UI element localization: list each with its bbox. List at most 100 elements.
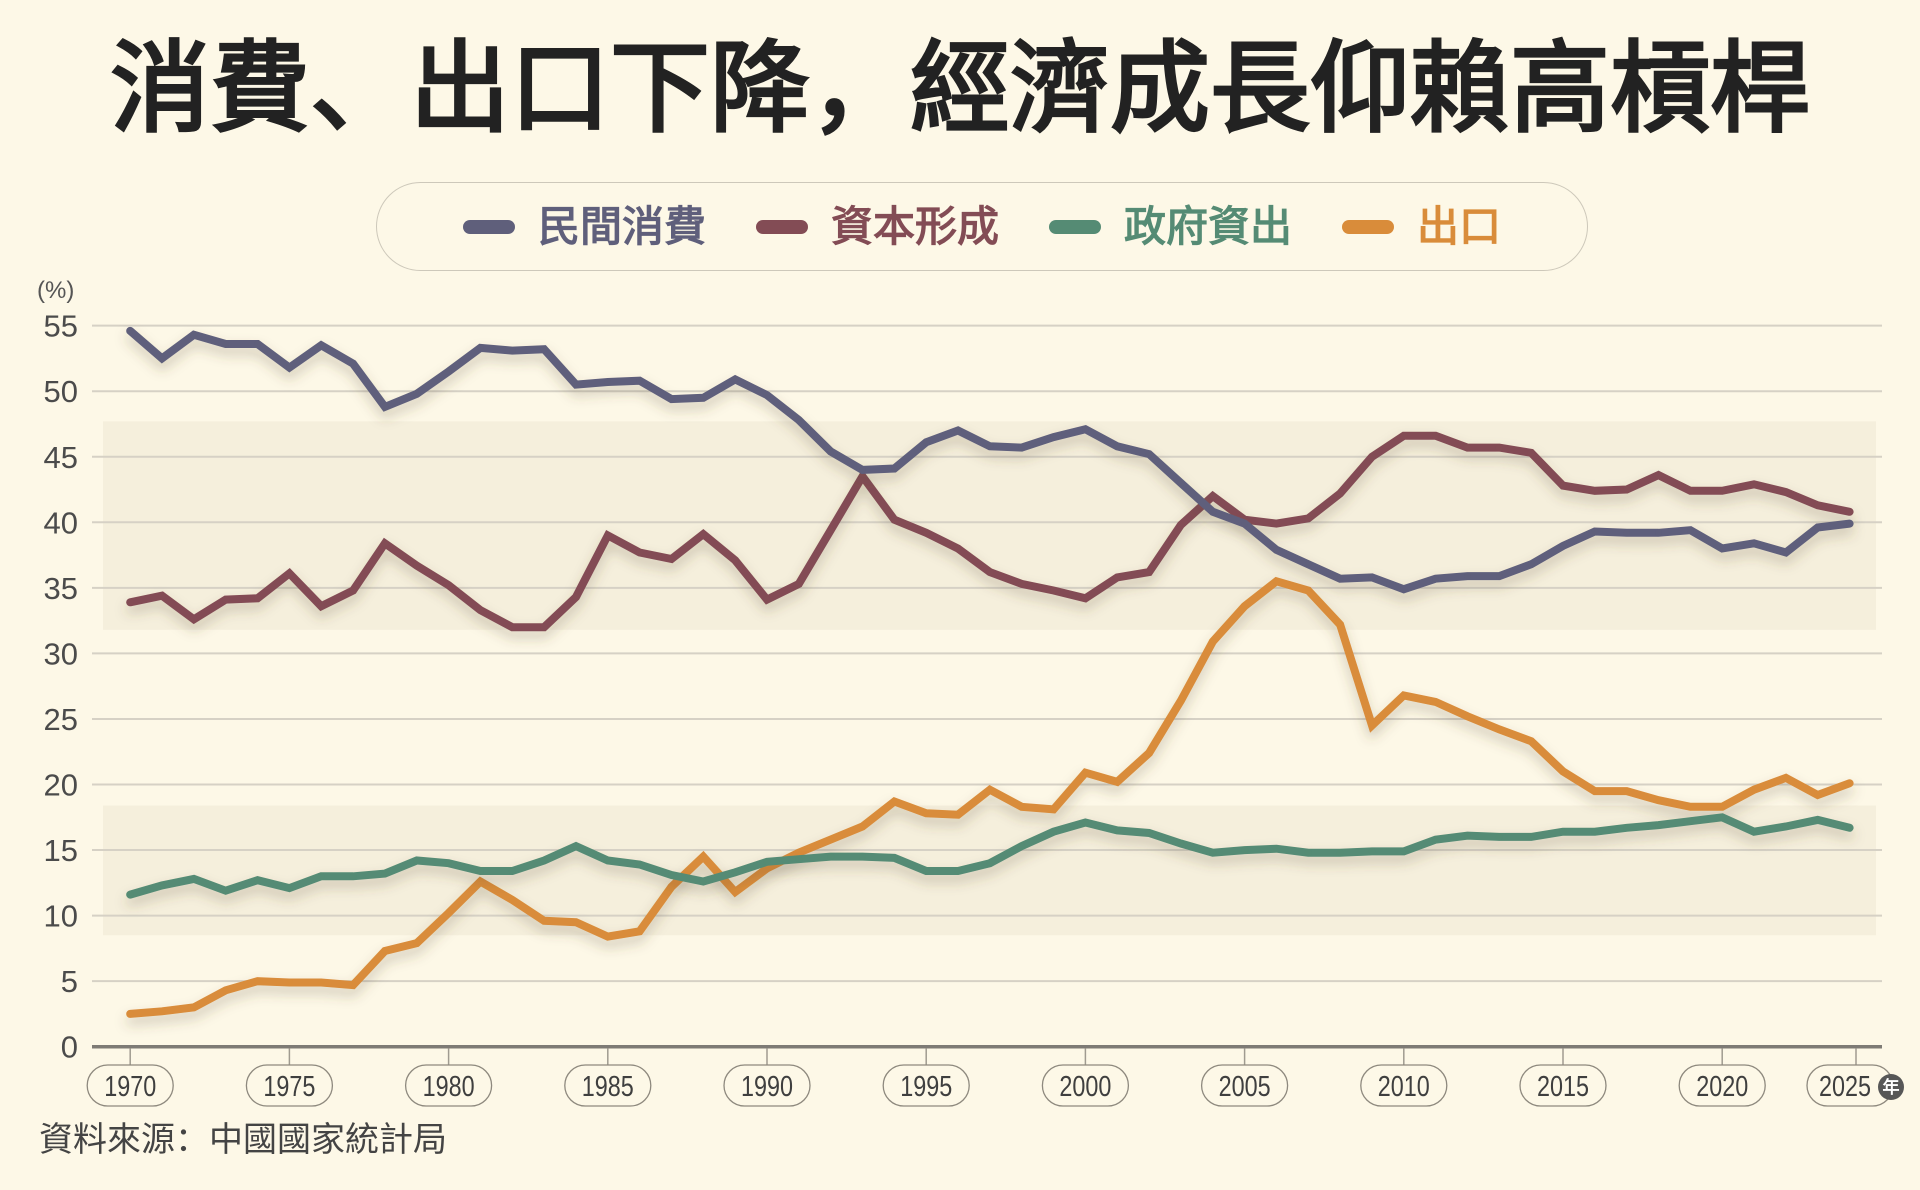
exports-data-point xyxy=(1686,803,1694,811)
government-spending-data-point xyxy=(1559,828,1567,836)
exports-data-point xyxy=(604,933,612,941)
private-consumption-data-point xyxy=(540,345,548,353)
private-consumption-data-point xyxy=(1241,520,1249,528)
x-tick-pill xyxy=(1678,1064,1766,1107)
capital-formation-data-point xyxy=(1655,471,1662,479)
government-spending-data-point xyxy=(986,859,994,867)
background-bands xyxy=(103,421,1876,936)
exports-data-point xyxy=(285,979,293,986)
exports-data-point xyxy=(1368,722,1376,729)
capital-formation-data-point xyxy=(1081,594,1089,602)
capital-formation-data-point xyxy=(158,592,166,600)
x-tick-label: 1990 xyxy=(741,1071,793,1103)
x-axis-unit-label: 年 xyxy=(1883,1077,1900,1097)
exports-data-point xyxy=(1145,749,1153,757)
capital-formation-data-point xyxy=(795,580,803,588)
government-spending-data-point xyxy=(859,853,866,861)
y-tick-label: 45 xyxy=(44,440,78,475)
exports-data-point xyxy=(731,888,739,896)
exports-data-point xyxy=(795,849,803,857)
government-spending-data-point xyxy=(731,868,739,876)
government-spending-data-point xyxy=(795,855,803,863)
x-tick-pill xyxy=(1519,1064,1607,1107)
y-tick-label: 50 xyxy=(44,374,78,409)
government-spending-data-point xyxy=(413,857,421,864)
exports-data-point xyxy=(1272,577,1280,585)
government-spending-data-point xyxy=(158,881,166,889)
exports-data-point xyxy=(1209,638,1217,646)
capital-formation-data-point xyxy=(636,549,644,556)
private-consumption-data-point xyxy=(1304,560,1312,568)
private-consumption-data-point xyxy=(795,416,803,424)
private-consumption-data-point xyxy=(954,427,962,434)
private-consumption-data-point xyxy=(890,465,898,472)
government-spending-data-point xyxy=(476,867,484,875)
private-consumption-data-point xyxy=(1559,542,1567,550)
private-consumption-data-point xyxy=(1464,572,1471,580)
exports-data-point xyxy=(954,811,962,819)
capital-formation-data-point xyxy=(1336,490,1344,497)
exports-series xyxy=(126,576,1854,1018)
capital-formation-data-point xyxy=(508,623,516,631)
government-spending-data-point xyxy=(954,867,962,875)
private-consumption-data-point xyxy=(1081,425,1089,433)
capital-formation-data-point xyxy=(1750,480,1758,488)
exports-data-point xyxy=(1432,698,1440,706)
capital-formation-data-point xyxy=(1782,488,1790,496)
legend-label-government-spending: 政府資出 xyxy=(1124,201,1293,251)
private-consumption-data-point xyxy=(476,344,484,352)
private-consumption-data-point xyxy=(1718,545,1726,552)
private-consumption-data-point xyxy=(445,368,453,375)
private-consumption-data-point xyxy=(158,354,166,362)
exports-data-point xyxy=(1241,602,1249,610)
exports-data-point xyxy=(158,1007,166,1015)
exports-data-point xyxy=(349,981,357,989)
legend-swatch-private-consumption xyxy=(462,219,515,234)
capital-formation-data-point xyxy=(1145,568,1153,576)
capital-formation-data-point xyxy=(859,472,866,480)
government-spending-data-point xyxy=(890,854,898,862)
private-consumption-data-point xyxy=(572,381,580,389)
legend-item-private-consumption: 民間消費 xyxy=(462,205,706,248)
capital-formation-data-point xyxy=(986,568,994,576)
legend-swatch-exports xyxy=(1342,219,1395,234)
government-spending-data-point xyxy=(1782,823,1790,830)
government-spending-data-point xyxy=(1432,836,1440,844)
capital-formation-data-point xyxy=(1113,573,1121,581)
x-tick-label: 1985 xyxy=(582,1071,634,1103)
exports-data-point xyxy=(1750,786,1758,794)
capital-formation-data-point xyxy=(731,556,739,564)
private-consumption-data-point xyxy=(508,347,516,355)
x-tick-label: 2015 xyxy=(1537,1071,1589,1103)
y-tick-label: 40 xyxy=(44,505,78,540)
government-spending-data-point xyxy=(349,872,357,880)
legend-item-government-spending: 政府資出 xyxy=(1049,201,1293,251)
exports-data-point xyxy=(1304,587,1312,594)
exports-data-point xyxy=(668,883,675,891)
capital-formation-data-point xyxy=(445,581,453,589)
y-tick-label: 20 xyxy=(44,768,78,803)
capital-formation-data-point xyxy=(1464,444,1471,452)
legend-swatch-capital-formation xyxy=(755,219,808,234)
private-consumption-data-point xyxy=(1272,546,1280,554)
capital-formation-data-point xyxy=(604,531,612,539)
government-spending-data-point xyxy=(126,891,134,899)
capital-formation-series xyxy=(126,431,1854,632)
background-band xyxy=(103,421,1876,630)
capital-formation-data-point xyxy=(254,594,262,602)
capital-formation-data-point xyxy=(413,562,421,570)
government-spending-data-point xyxy=(1686,817,1694,825)
private-consumption-data-point xyxy=(859,466,866,474)
y-tick-label: 55 xyxy=(44,309,78,344)
private-consumption-data-point xyxy=(317,341,325,349)
private-consumption-data-point xyxy=(349,360,357,368)
capital-formation-data-point xyxy=(476,606,484,614)
legend: 民間消費 資本形成 政府資出 出口 xyxy=(376,182,1588,271)
capital-formation-data-point xyxy=(349,587,357,594)
x-tick-label: 2010 xyxy=(1378,1071,1430,1103)
exports-data-point xyxy=(222,986,230,994)
x-tick-label: 1995 xyxy=(900,1071,952,1103)
exports-data-point xyxy=(381,947,389,955)
private-consumption-data-point xyxy=(763,391,771,399)
y-tick-label: 15 xyxy=(44,833,78,868)
